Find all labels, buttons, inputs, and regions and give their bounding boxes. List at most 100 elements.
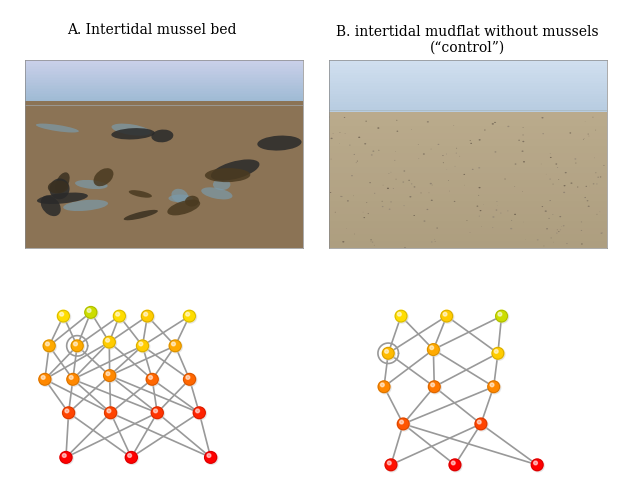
Circle shape [44,341,56,353]
Circle shape [60,451,72,463]
Circle shape [546,228,548,230]
Ellipse shape [171,189,188,203]
Circle shape [583,139,584,140]
Circle shape [194,408,207,420]
Circle shape [549,218,550,219]
Circle shape [85,307,97,318]
Circle shape [449,460,462,472]
Ellipse shape [169,194,193,202]
Circle shape [73,342,77,346]
Bar [25,105,303,107]
Bar [25,70,303,72]
Bar [25,88,303,89]
Circle shape [552,184,554,185]
Circle shape [146,373,158,385]
Circle shape [403,182,404,183]
Bar [25,80,303,81]
Circle shape [599,211,600,212]
Circle shape [137,340,149,352]
Circle shape [523,127,524,128]
Circle shape [398,312,401,316]
Bar [329,214,607,221]
Bar [329,70,607,73]
Circle shape [374,193,375,194]
Ellipse shape [124,210,158,220]
Circle shape [207,454,211,457]
Circle shape [196,409,200,413]
Circle shape [126,452,138,464]
Ellipse shape [63,200,108,211]
Circle shape [432,185,433,186]
Circle shape [504,179,506,180]
Circle shape [151,407,163,419]
Circle shape [449,459,461,471]
Circle shape [364,143,366,144]
Circle shape [451,461,455,465]
Circle shape [472,169,473,170]
Circle shape [597,177,599,178]
Circle shape [372,242,374,243]
Bar [25,91,303,93]
Bar [329,167,607,174]
Circle shape [496,311,509,323]
Circle shape [104,371,117,382]
Circle shape [366,202,367,203]
Bar [25,86,303,88]
Bar [329,83,607,86]
Circle shape [67,373,79,385]
Circle shape [393,188,394,189]
Circle shape [183,310,195,322]
Bar [329,62,607,65]
Circle shape [564,185,566,186]
Circle shape [63,407,75,419]
Bar [329,221,607,228]
Circle shape [347,200,349,201]
Circle shape [510,228,513,229]
Bar [329,132,607,139]
Bar [25,100,303,102]
Circle shape [383,348,395,360]
Circle shape [339,132,341,133]
Bar [329,194,607,200]
Circle shape [495,310,507,322]
Bar [329,146,607,153]
Circle shape [380,383,384,387]
Circle shape [563,192,565,193]
Text: B. intertidal mudflat without mussels
(“control”): B. intertidal mudflat without mussels (“… [336,25,599,55]
Circle shape [413,215,415,216]
Bar [25,64,303,66]
Circle shape [454,166,456,167]
Circle shape [114,311,126,323]
Circle shape [533,461,537,465]
Circle shape [170,341,183,353]
Circle shape [343,241,344,243]
Bar [329,200,607,207]
Bar [329,99,607,102]
Circle shape [369,182,371,183]
Circle shape [453,125,454,126]
Circle shape [389,209,391,210]
Bar [329,228,607,235]
Bar [329,78,607,81]
Circle shape [492,227,494,228]
Ellipse shape [152,129,173,142]
Circle shape [600,233,602,234]
Circle shape [557,167,558,168]
Bar [25,92,303,94]
Circle shape [71,340,83,352]
Circle shape [489,381,501,394]
Circle shape [147,374,159,386]
Circle shape [437,144,439,145]
Circle shape [370,239,372,241]
Ellipse shape [111,124,151,136]
Circle shape [363,217,365,218]
Circle shape [470,140,471,141]
Circle shape [492,123,494,124]
Circle shape [396,130,398,132]
Bar [25,67,303,69]
Bar [329,153,607,160]
Circle shape [104,337,116,349]
Circle shape [351,175,353,176]
Bar [329,104,607,107]
Circle shape [430,346,434,350]
